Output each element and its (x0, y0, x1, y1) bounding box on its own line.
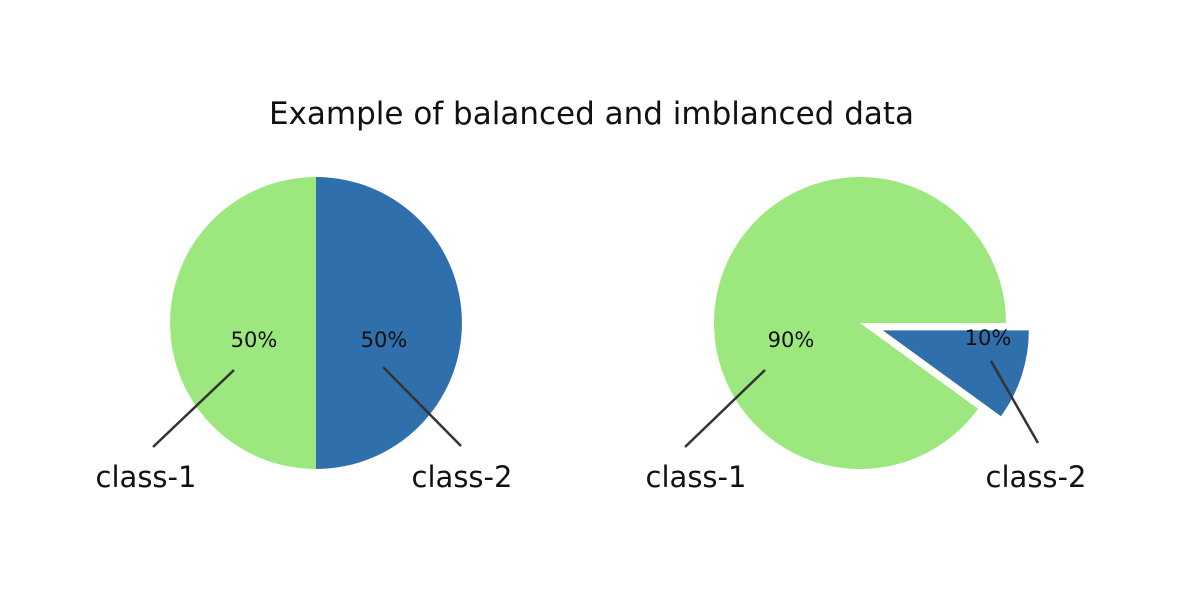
category-label-class-2: class-2 (986, 460, 1087, 494)
percent-label-class-1: 90% (768, 328, 815, 352)
chart-title: Example of balanced and imblanced data (268, 96, 915, 132)
percent-label-class-1: 50% (231, 328, 278, 352)
leader-line-class-1 (684, 369, 766, 448)
leader-line-class-2 (989, 360, 1040, 444)
category-label-class-1: class-1 (646, 460, 747, 494)
leader-line-class-1 (152, 369, 235, 448)
percent-label-class-2: 10% (965, 326, 1012, 350)
pie-chart-balanced: 50% class-1 50% class-2 (96, 177, 513, 494)
percent-label-class-2: 50% (361, 328, 408, 352)
category-label-class-2: class-2 (412, 460, 513, 494)
pie-slice-class-2 (882, 330, 1029, 417)
pie-slice-class-1 (170, 177, 316, 469)
category-label-class-1: class-1 (96, 460, 197, 494)
pie-slice-class-2 (316, 177, 462, 469)
pie-chart-imbalanced: 90% class-1 10% class-2 (646, 176, 1087, 494)
leader-line-class-2 (382, 366, 462, 447)
pie-slice-class-1 (714, 176, 1006, 469)
